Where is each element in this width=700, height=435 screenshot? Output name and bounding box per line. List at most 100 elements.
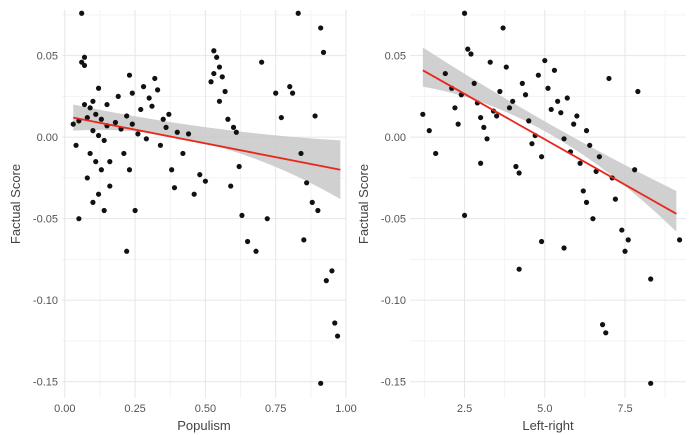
data-point (160, 116, 166, 122)
data-point (70, 121, 76, 127)
data-point (81, 62, 88, 69)
data-point (87, 150, 93, 157)
data-point (580, 188, 586, 194)
data-point (166, 111, 172, 117)
data-point (180, 150, 186, 157)
y-tick-label: 0.05 (385, 51, 406, 63)
data-point (426, 128, 432, 134)
data-point (503, 64, 509, 70)
data-point (461, 10, 468, 16)
data-point (104, 101, 110, 108)
data-point (298, 150, 304, 157)
data-point (635, 88, 641, 95)
data-point (225, 116, 231, 122)
data-point (214, 54, 220, 60)
data-point (84, 114, 90, 121)
data-point (287, 84, 293, 90)
regression-line (73, 116, 341, 171)
data-point (126, 72, 133, 78)
data-point (95, 132, 102, 139)
data-point (334, 333, 341, 339)
data-point (93, 159, 99, 165)
data-point (202, 178, 209, 184)
data-point (513, 163, 519, 170)
data-point (79, 10, 85, 16)
y-axis-title: Factual Score (356, 164, 371, 244)
data-point (500, 25, 506, 31)
data-point (577, 160, 583, 166)
data-point (140, 84, 147, 90)
data-point (542, 57, 548, 64)
data-point (211, 48, 217, 54)
data-point (555, 98, 561, 104)
data-point (152, 75, 158, 82)
y-tick-label: -0.10 (381, 295, 406, 307)
data-point (228, 183, 234, 189)
data-point (135, 131, 141, 137)
data-point (149, 103, 155, 109)
data-point (564, 95, 570, 101)
y-axis-title: Factual Score (8, 164, 23, 244)
data-point (239, 212, 245, 219)
data-point (558, 110, 564, 116)
x-tick-label: 0.00 (54, 403, 75, 415)
data-point (318, 25, 324, 31)
data-point (632, 167, 638, 173)
data-point (132, 207, 138, 214)
y-tick-label: 0.05 (37, 51, 58, 63)
data-point (561, 136, 567, 142)
data-point (129, 121, 135, 127)
data-point (98, 167, 104, 173)
data-point (545, 85, 551, 91)
data-point (606, 75, 612, 82)
data-point (95, 85, 102, 91)
data-point (487, 59, 493, 65)
data-point (216, 98, 223, 104)
data-point (622, 248, 628, 254)
data-point (315, 207, 321, 214)
data-point (101, 137, 107, 144)
data-point (312, 113, 318, 119)
data-point (526, 118, 532, 124)
data-point (587, 142, 593, 148)
data-point (163, 124, 169, 130)
data-point (278, 114, 284, 121)
data-point (538, 238, 545, 245)
data-point (244, 238, 251, 245)
data-point (648, 380, 654, 386)
data-point (264, 216, 270, 222)
data-point (90, 199, 96, 205)
data-point (230, 124, 237, 130)
data-point (216, 64, 223, 70)
data-point (304, 180, 310, 186)
confidence-band (422, 47, 677, 232)
data-point (519, 80, 525, 86)
data-point (301, 237, 307, 243)
data-point (481, 124, 487, 130)
data-point (157, 142, 164, 148)
data-point (107, 159, 113, 165)
y-tick-label: -0.15 (33, 377, 58, 389)
data-point (112, 119, 119, 126)
data-point (538, 154, 545, 160)
y-tick-label: -0.15 (381, 377, 406, 389)
data-point (115, 93, 121, 100)
data-point (124, 113, 130, 119)
data-point (442, 70, 448, 77)
data-point (478, 160, 484, 166)
data-point (174, 129, 180, 135)
data-point (465, 46, 471, 52)
x-tick-label: 7.5 (617, 403, 632, 415)
data-point (561, 245, 567, 251)
y-tick-label: 0.00 (385, 132, 406, 144)
data-point (90, 98, 96, 104)
left-panel-populism: 0.00 0.25 0.50 0.75 1.00 0.05 0.00 -0.05 -0.10 -0… (8, 10, 357, 433)
x-tick-label: 1.00 (335, 403, 356, 415)
data-point (522, 92, 529, 98)
data-point (452, 105, 458, 111)
y-tick-label: -0.05 (381, 214, 406, 226)
data-point (329, 268, 335, 274)
data-point (253, 248, 259, 254)
data-point (590, 216, 596, 222)
